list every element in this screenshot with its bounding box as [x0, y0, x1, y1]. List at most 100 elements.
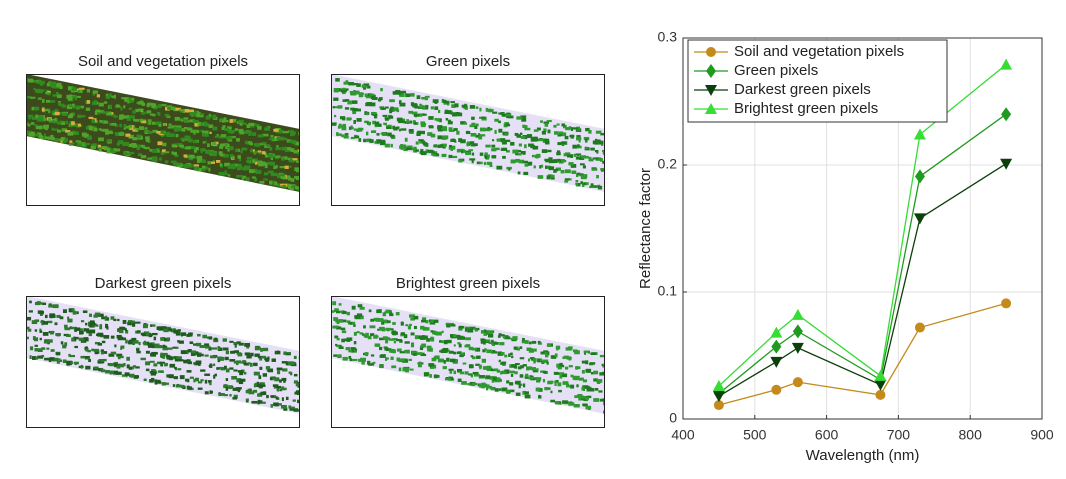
speckle: [353, 108, 358, 112]
speckle: [167, 126, 174, 129]
speckle: [506, 390, 510, 394]
speckle: [26, 326, 30, 330]
speckle: [456, 368, 463, 373]
speckle: [385, 117, 389, 121]
speckle: [117, 328, 121, 331]
speckle: [100, 367, 104, 371]
speckle: [28, 310, 33, 313]
speckle: [371, 362, 375, 366]
speckle: [521, 340, 528, 344]
speckle: [478, 364, 482, 368]
speckle: [410, 93, 414, 97]
speckle: [288, 177, 292, 181]
speckle: [293, 355, 297, 360]
y-tick-label: 0: [669, 410, 677, 426]
speckle: [47, 341, 50, 345]
speckle: [41, 135, 47, 140]
speckle: [400, 128, 407, 131]
speckle: [516, 381, 521, 385]
speckle: [595, 130, 602, 134]
speckle: [533, 138, 539, 142]
speckle: [464, 371, 469, 375]
speckle: [237, 352, 243, 357]
speckle: [84, 355, 89, 359]
speckle: [282, 130, 289, 134]
speckle: [491, 378, 495, 383]
speckle: [356, 331, 360, 334]
speckle: [290, 149, 296, 153]
speckle: [510, 373, 514, 377]
speckle: [491, 148, 497, 152]
speckle: [392, 125, 396, 130]
speckle: [530, 348, 537, 352]
speckle: [485, 375, 491, 379]
speckle: [184, 165, 190, 168]
speckle: [48, 358, 52, 362]
speckle: [157, 141, 163, 146]
speckle: [364, 120, 369, 124]
speckle: [164, 132, 170, 135]
speckle: [450, 101, 455, 104]
speckle: [544, 353, 549, 358]
image-border: [26, 74, 300, 206]
speckle: [287, 361, 294, 366]
speckle: [420, 151, 427, 156]
speckle: [355, 90, 360, 95]
speckle: [56, 85, 62, 89]
speckle: [169, 363, 176, 368]
speckle: [581, 386, 585, 391]
speckle: [522, 337, 525, 341]
speckle: [110, 351, 117, 355]
speckle: [36, 301, 41, 305]
speckle: [58, 103, 65, 107]
speckle: [203, 140, 207, 144]
speckle: [209, 355, 216, 359]
speckle: [98, 102, 104, 107]
speckle: [438, 144, 444, 148]
speckle: [506, 166, 512, 170]
speckle: [469, 326, 476, 330]
speckle: [91, 348, 94, 352]
speckle: [524, 340, 529, 344]
speckle: [456, 130, 460, 135]
speckle: [594, 150, 599, 153]
speckle: [408, 110, 413, 114]
speckle: [448, 154, 453, 159]
speckle: [261, 151, 266, 155]
speckle: [531, 367, 536, 371]
speckle: [419, 140, 425, 144]
speckle: [474, 125, 478, 129]
speckle: [373, 317, 380, 322]
speckle: [177, 118, 183, 121]
speckle: [331, 122, 337, 125]
speckle: [190, 119, 195, 123]
speckle: [461, 381, 467, 385]
speckle: [27, 328, 32, 332]
speckle: [238, 380, 244, 385]
speckle: [258, 384, 263, 389]
speckle: [491, 144, 496, 148]
speckle: [41, 354, 45, 358]
speckle: [458, 343, 462, 348]
speckle: [172, 346, 177, 349]
speckle: [46, 99, 51, 103]
speckle: [596, 151, 599, 154]
speckle: [449, 144, 452, 148]
speckle: [542, 138, 547, 142]
speckle: [279, 389, 282, 392]
speckle: [196, 158, 201, 163]
speckle: [561, 373, 568, 378]
speckle: [165, 354, 170, 357]
speckle: [247, 388, 251, 391]
speckle: [85, 347, 89, 352]
speckle: [196, 156, 200, 160]
speckle: [103, 120, 109, 124]
speckle: [64, 324, 68, 329]
speckle: [487, 333, 494, 338]
speckle: [594, 141, 599, 145]
speckle: [409, 323, 412, 327]
series-line: [718, 64, 1007, 387]
speckle: [542, 370, 547, 374]
speckle: [33, 88, 36, 91]
speckle: [270, 135, 274, 138]
